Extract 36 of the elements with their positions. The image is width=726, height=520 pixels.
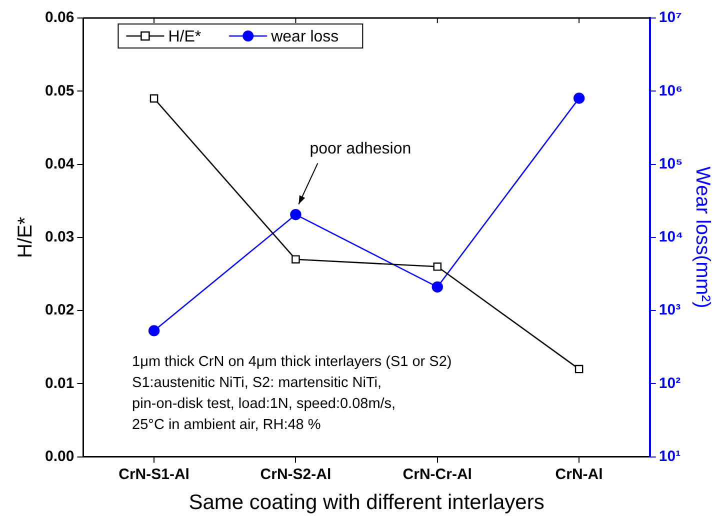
y2-tick-label: 10⁷	[658, 9, 682, 26]
y-tick-label: 0.01	[44, 374, 74, 392]
y-tick-label: 0.02	[44, 302, 74, 319]
y2-axis-title: Wear loss(mm²)	[691, 166, 714, 308]
point	[433, 262, 442, 271]
point	[290, 209, 302, 220]
point	[573, 92, 585, 104]
point	[574, 364, 584, 374]
annotation: 1μm thick CrN on 4μm thick interlayers (S1 or S2)	[132, 354, 452, 370]
y2-tick-label: 10³	[658, 302, 681, 319]
y-tick-label: 0.03	[44, 228, 74, 246]
y-axis-title: H/E*	[14, 216, 37, 258]
point	[150, 94, 158, 103]
x-tick-label: CrN-S1-Al	[118, 466, 190, 483]
legend-label: H/E*	[168, 28, 202, 46]
y2-tick-label: 10⁶	[658, 82, 682, 100]
y2-tick-label: 10⁴	[658, 228, 684, 246]
y2-tick-label: 10⁵	[658, 155, 683, 172]
y2-tick-label: 10¹	[658, 448, 681, 465]
annotation: pin-on-disk test, load:1N, speed:0.08m/s,	[132, 396, 396, 412]
x-axis-title: Same coating with different interlayers	[188, 491, 544, 514]
y-tick-label: 0.00	[44, 448, 74, 465]
y2-tick-label: 10²	[658, 374, 681, 392]
y-tick-label: 0.04	[44, 155, 75, 172]
x-tick-label: CrN-Cr-Al	[402, 466, 472, 483]
point	[148, 325, 160, 336]
point	[432, 281, 443, 293]
annotation: S1:austenitic NiTi, S2: martensitic NiTi,	[132, 374, 382, 391]
y-tick-label: 0.05	[44, 82, 74, 100]
annotation: 25°C in ambient air, RH:48 %	[132, 416, 321, 433]
legend-label: wear loss	[270, 28, 339, 46]
annotation: poor adhesion	[310, 140, 412, 158]
x-tick-label: CrN-S2-Al	[260, 466, 332, 483]
x-tick-label: CrN-Al	[555, 466, 603, 483]
point	[292, 255, 300, 264]
y-tick-label: 0.06	[44, 9, 74, 26]
